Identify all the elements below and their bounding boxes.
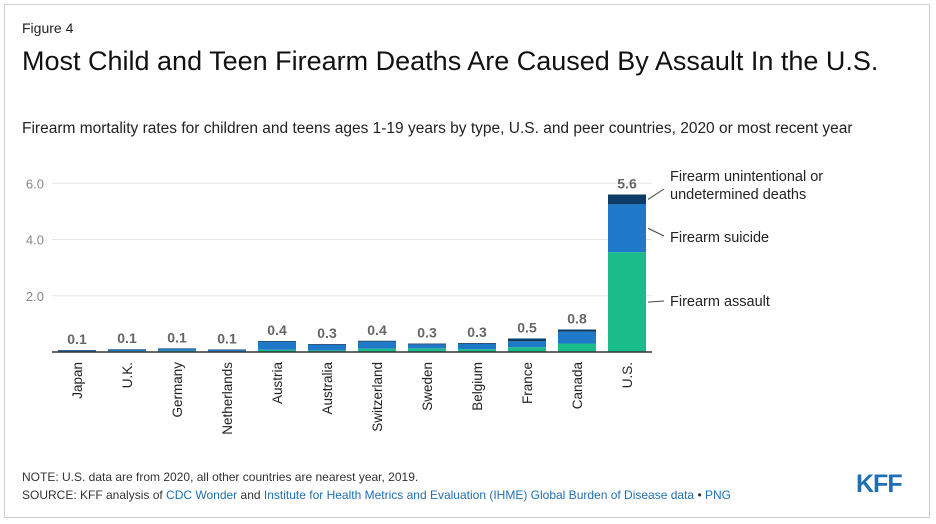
y-tick-label: 2.0 bbox=[26, 289, 44, 304]
bar-segment-unintentional bbox=[458, 343, 496, 344]
source-link-cdc-wonder[interactable]: CDC Wonder bbox=[166, 488, 238, 502]
bar-segment-suicide bbox=[208, 350, 246, 352]
bar-segment-assault bbox=[308, 350, 346, 352]
bar-total-label: 0.5 bbox=[517, 320, 537, 336]
bar-segment-unintentional bbox=[508, 338, 546, 342]
bar-segment-suicide bbox=[108, 349, 146, 352]
bar-total-label: 0.1 bbox=[167, 329, 187, 345]
figure-label: Figure 4 bbox=[22, 20, 74, 36]
bar-total-label: 0.4 bbox=[267, 322, 287, 338]
bar-segment-suicide bbox=[558, 331, 596, 344]
y-tick-label: 4.0 bbox=[26, 233, 44, 248]
bar-segment-assault bbox=[508, 347, 546, 352]
chart-note: NOTE: U.S. data are from 2020, all other… bbox=[22, 470, 419, 484]
x-tick-label: U.S. bbox=[620, 362, 635, 388]
source-prefix: SOURCE: KFF analysis of bbox=[22, 488, 167, 502]
x-tick-label: Switzerland bbox=[370, 362, 385, 432]
bar-total-label: 0.1 bbox=[117, 330, 137, 346]
bar-total-label: 0.3 bbox=[317, 325, 337, 341]
bar-segment-unintentional bbox=[608, 194, 646, 205]
bar-total-label: 5.6 bbox=[617, 176, 637, 192]
bar-segment-assault bbox=[458, 349, 496, 352]
legend-leader-unintentional bbox=[647, 188, 665, 200]
chart-subtitle: Firearm mortality rates for children and… bbox=[22, 120, 853, 137]
x-tick-label: Japan bbox=[70, 362, 85, 399]
chart-source: SOURCE: KFF analysis of CDC Wonder and I… bbox=[22, 488, 731, 502]
legend-label-unintentional: Firearm unintentional or bbox=[670, 169, 823, 185]
bar-segment-unintentional bbox=[358, 340, 396, 342]
bar-segment-assault bbox=[558, 343, 596, 352]
source-link-png[interactable]: PNG bbox=[704, 488, 731, 502]
bar-segment-unintentional bbox=[108, 349, 146, 350]
x-tick-label: Belgium bbox=[470, 362, 485, 411]
x-tick-label: Sweden bbox=[420, 362, 435, 411]
bar-segment-unintentional bbox=[208, 349, 246, 351]
legend-label-assault: Firearm assault bbox=[670, 294, 770, 310]
bar-total-label: 0.3 bbox=[467, 324, 487, 340]
source-mid: and bbox=[237, 488, 264, 502]
figure-frame bbox=[4, 4, 930, 518]
bar-segment-suicide bbox=[408, 344, 446, 349]
bar-segment-assault bbox=[408, 348, 446, 352]
legend-label-unintentional: undetermined deaths bbox=[670, 187, 806, 203]
bar-segment-suicide bbox=[58, 350, 96, 352]
bar-total-label: 0.1 bbox=[217, 330, 237, 346]
source-separator: • bbox=[694, 488, 705, 502]
bar-segment-suicide bbox=[608, 204, 646, 253]
legend-leader-suicide bbox=[647, 227, 665, 237]
bar-total-label: 0.4 bbox=[367, 322, 387, 338]
stacked-bar-chart: 2.0 4.0 6.0 0.1 Japan 0.1 U.K. 0.1 Germany 0.1 Net… bbox=[26, 169, 823, 435]
bar-segment-unintentional bbox=[308, 344, 346, 345]
x-tick-label: Australia bbox=[320, 362, 335, 415]
x-tick-label: Austria bbox=[270, 362, 285, 405]
bar-segment-suicide bbox=[308, 344, 346, 351]
bar-segment-unintentional bbox=[408, 343, 446, 345]
x-tick-label: Canada bbox=[570, 362, 585, 410]
bar-segment-suicide bbox=[358, 341, 396, 349]
x-tick-label: U.K. bbox=[120, 362, 135, 388]
bar-segment-unintentional bbox=[558, 329, 596, 332]
bar-segment-suicide bbox=[158, 348, 196, 351]
bar-segment-unintentional bbox=[158, 348, 196, 349]
bar-segment-assault bbox=[608, 252, 646, 352]
chart-title: Most Child and Teen Firearm Deaths Are C… bbox=[22, 46, 879, 76]
y-tick-label: 6.0 bbox=[26, 176, 44, 191]
bar-segment-assault bbox=[258, 349, 296, 352]
bar-segment-suicide bbox=[458, 343, 496, 350]
legend-leader-assault bbox=[647, 300, 665, 303]
x-tick-label: Germany bbox=[170, 362, 185, 418]
source-link-ihme[interactable]: Institute for Health Metrics and Evaluat… bbox=[263, 488, 695, 502]
legend-label-suicide: Firearm suicide bbox=[670, 230, 769, 246]
bar-segment-assault bbox=[358, 348, 396, 352]
bar-segment-suicide bbox=[258, 341, 296, 350]
bar-segment-unintentional bbox=[258, 341, 296, 342]
x-tick-label: France bbox=[520, 362, 535, 404]
x-tick-label: Netherlands bbox=[220, 362, 235, 435]
bar-total-label: 0.1 bbox=[67, 331, 87, 347]
kff-logo: KFF bbox=[856, 470, 903, 498]
bar-segment-unintentional bbox=[58, 350, 96, 351]
bar-segment-suicide bbox=[508, 341, 546, 348]
bar-total-label: 0.3 bbox=[417, 325, 437, 341]
bar-total-label: 0.8 bbox=[567, 311, 587, 327]
